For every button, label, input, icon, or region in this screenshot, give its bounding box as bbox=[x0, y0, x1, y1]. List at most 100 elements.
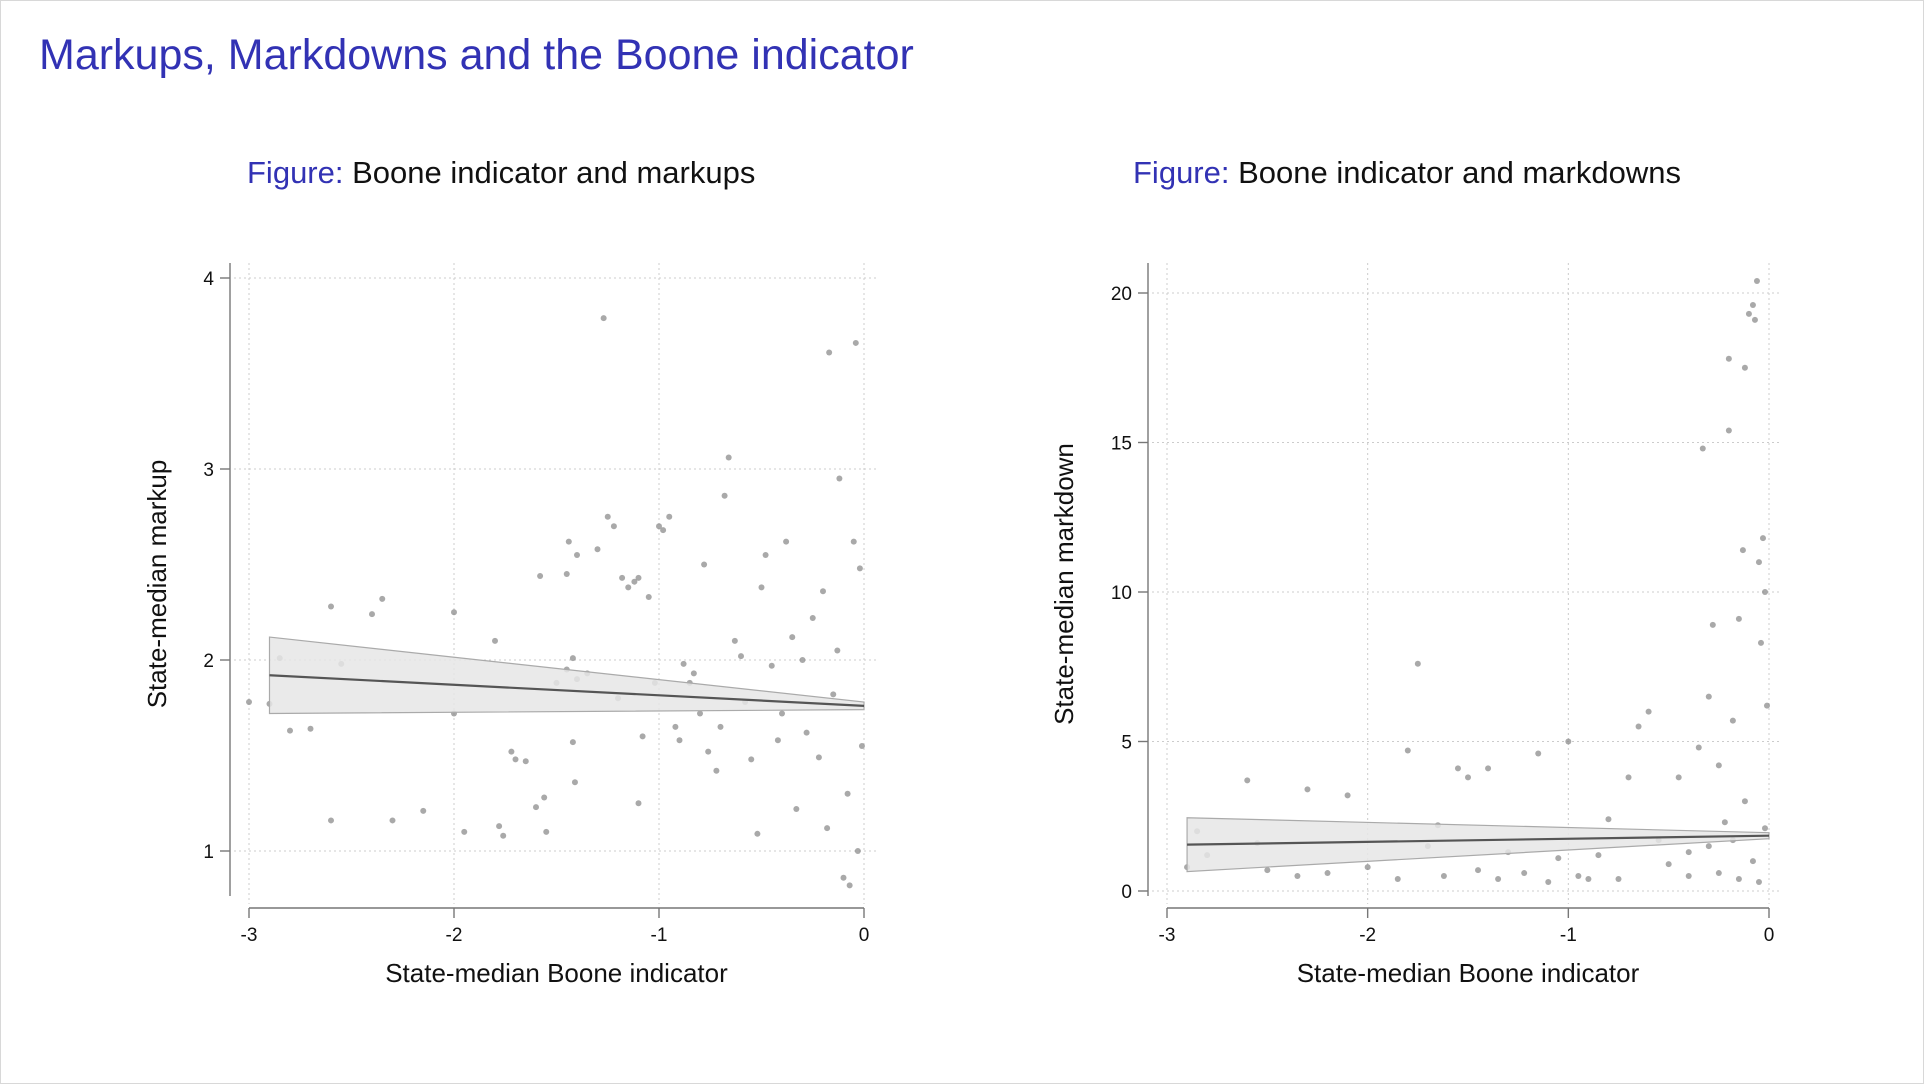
data-point bbox=[307, 725, 314, 732]
data-point bbox=[680, 660, 687, 667]
y-tick-label: 10 bbox=[1111, 583, 1132, 604]
data-point bbox=[1495, 876, 1502, 883]
data-point bbox=[537, 572, 544, 579]
data-point bbox=[1729, 717, 1736, 724]
data-point bbox=[697, 710, 703, 717]
data-point bbox=[809, 614, 816, 621]
data-point bbox=[500, 832, 507, 839]
data-point bbox=[645, 593, 652, 600]
data-point bbox=[1475, 867, 1482, 874]
data-point bbox=[610, 523, 617, 530]
data-point bbox=[1695, 744, 1702, 751]
right-figure-caption: Boone indicator and markdowns bbox=[1238, 155, 1681, 190]
right-figure-prefix: Figure: bbox=[1133, 155, 1230, 190]
data-point bbox=[660, 527, 667, 534]
data-point bbox=[635, 574, 642, 581]
data-point bbox=[762, 551, 769, 558]
left-figure-caption: Boone indicator and markups bbox=[352, 155, 756, 190]
y-tick-label: 2 bbox=[203, 651, 214, 672]
data-point bbox=[826, 349, 833, 356]
data-point bbox=[803, 729, 810, 736]
data-point bbox=[389, 817, 396, 824]
data-point bbox=[1595, 852, 1602, 859]
data-point bbox=[738, 653, 744, 660]
data-point bbox=[1545, 879, 1552, 886]
data-point bbox=[840, 874, 847, 881]
data-point bbox=[717, 723, 724, 730]
data-point bbox=[1739, 547, 1746, 554]
data-point bbox=[1749, 858, 1756, 865]
data-point bbox=[512, 756, 519, 763]
data-point bbox=[631, 578, 638, 585]
data-point bbox=[625, 584, 632, 591]
y-tick-label: 20 bbox=[1111, 284, 1132, 305]
data-point bbox=[565, 538, 572, 545]
data-point bbox=[850, 538, 857, 545]
data-point bbox=[1615, 876, 1622, 883]
data-point bbox=[846, 882, 853, 889]
data-point bbox=[834, 647, 841, 654]
data-point bbox=[569, 655, 576, 662]
data-point bbox=[1715, 762, 1722, 769]
data-point bbox=[1741, 364, 1748, 371]
data-point bbox=[1759, 535, 1766, 542]
data-point bbox=[1699, 445, 1706, 452]
y-axis-label: State-median markdown bbox=[1049, 443, 1079, 725]
data-point bbox=[1721, 819, 1728, 826]
data-point bbox=[1465, 774, 1471, 781]
data-point bbox=[824, 825, 831, 832]
data-point bbox=[1735, 615, 1742, 622]
data-point bbox=[541, 794, 548, 801]
data-point bbox=[461, 828, 468, 835]
data-point bbox=[1244, 777, 1251, 784]
data-point bbox=[328, 603, 334, 610]
data-point bbox=[1725, 427, 1732, 434]
data-point bbox=[783, 538, 790, 545]
data-point bbox=[725, 454, 732, 461]
data-point bbox=[721, 492, 728, 499]
data-point bbox=[705, 748, 712, 755]
data-point bbox=[1394, 876, 1401, 883]
y-tick-label: 5 bbox=[1121, 733, 1132, 754]
data-point bbox=[656, 523, 662, 530]
data-point bbox=[594, 546, 601, 553]
y-tick-label: 0 bbox=[1121, 882, 1132, 903]
data-point bbox=[1725, 355, 1732, 362]
data-point bbox=[1745, 310, 1752, 317]
data-point bbox=[1535, 750, 1542, 757]
y-tick-label: 4 bbox=[203, 269, 214, 290]
left-figure-prefix: Figure: bbox=[247, 155, 344, 190]
data-point bbox=[492, 637, 498, 644]
data-point bbox=[1735, 876, 1742, 883]
data-point bbox=[768, 662, 775, 669]
data-point bbox=[328, 817, 334, 824]
y-axis-label: State-median markup bbox=[142, 460, 172, 709]
data-point bbox=[1753, 278, 1760, 285]
data-point bbox=[1755, 559, 1762, 566]
x-tick-label: -2 bbox=[1359, 925, 1376, 946]
data-point bbox=[1304, 786, 1311, 793]
x-tick-label: -3 bbox=[1159, 925, 1176, 946]
data-point bbox=[1685, 849, 1692, 856]
data-point bbox=[1485, 765, 1492, 772]
data-point bbox=[1555, 855, 1562, 862]
data-point bbox=[604, 513, 611, 520]
x-tick-label: 0 bbox=[1764, 925, 1775, 946]
x-axis-label: State-median Boone indicator bbox=[1297, 958, 1640, 988]
data-point bbox=[1705, 843, 1712, 850]
data-point bbox=[1565, 738, 1572, 745]
data-point bbox=[639, 733, 646, 740]
data-point bbox=[858, 742, 865, 749]
data-point bbox=[451, 609, 457, 616]
data-point bbox=[774, 737, 781, 744]
data-point bbox=[1440, 873, 1447, 880]
x-tick-label: -3 bbox=[241, 925, 258, 946]
data-point bbox=[713, 767, 720, 774]
fit-line bbox=[269, 674, 865, 707]
data-point bbox=[1294, 873, 1301, 880]
data-point bbox=[844, 790, 851, 797]
data-point bbox=[619, 574, 626, 581]
data-point bbox=[1521, 870, 1528, 877]
